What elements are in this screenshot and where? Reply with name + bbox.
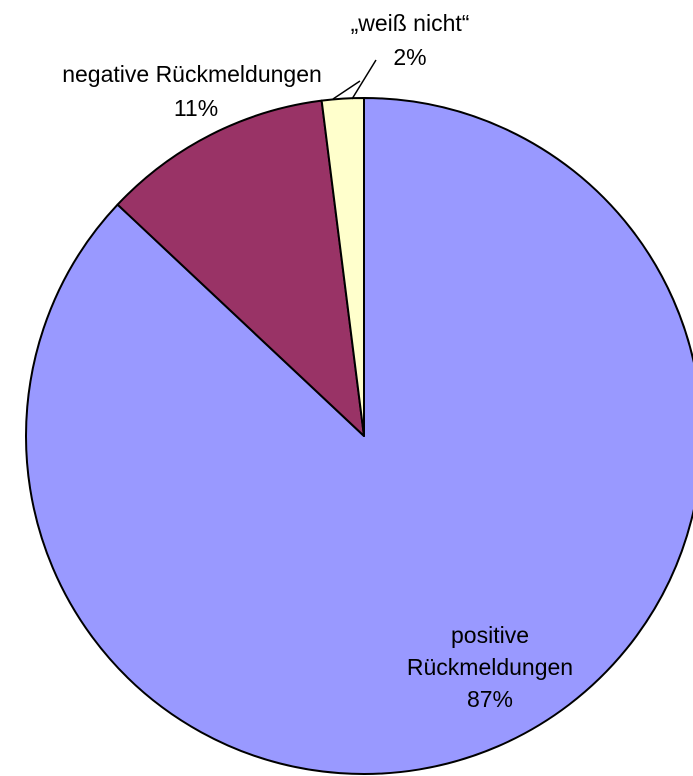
slice-percent-positive: 87%: [467, 686, 513, 712]
slice-label-positive-line2: Rückmeldungen: [407, 654, 573, 680]
slice-negative: [116, 99, 365, 437]
pie-slices: [25, 97, 693, 775]
leader-line-negative: [332, 80, 361, 100]
slice-unknown: [320, 97, 365, 437]
slice-label-negative: negative Rückmeldungen: [62, 61, 322, 87]
slice-percent-negative: 11%: [174, 95, 218, 121]
slice-label-positive: positive: [451, 622, 529, 648]
slice-percent-unknown: 2%: [393, 44, 426, 70]
slice-positive: [25, 97, 693, 775]
leader-lines: [332, 59, 377, 100]
leader-line-unknown: [351, 59, 377, 100]
slice-label-unknown: „weiß nicht“: [351, 10, 470, 36]
